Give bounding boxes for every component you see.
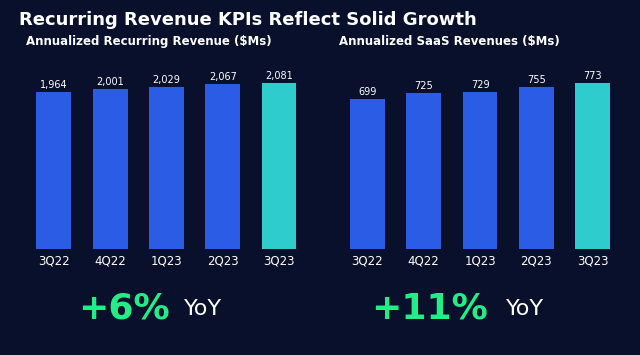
Text: 773: 773: [583, 71, 602, 81]
Text: 2,067: 2,067: [209, 72, 237, 82]
Text: 699: 699: [358, 87, 376, 97]
Bar: [575, 83, 610, 248]
Bar: [463, 92, 497, 248]
Text: YoY: YoY: [506, 299, 544, 319]
Text: Annualized Recurring Revenue ($Ms): Annualized Recurring Revenue ($Ms): [26, 35, 271, 48]
Bar: [519, 87, 554, 248]
Text: +6%: +6%: [78, 292, 170, 326]
Text: 729: 729: [470, 81, 490, 91]
Text: +11%: +11%: [371, 292, 488, 326]
Bar: [36, 92, 71, 248]
Text: 1,964: 1,964: [40, 80, 68, 91]
Text: 2,029: 2,029: [152, 75, 180, 85]
Text: Recurring Revenue KPIs Reflect Solid Growth: Recurring Revenue KPIs Reflect Solid Gro…: [19, 11, 477, 29]
Text: 725: 725: [414, 81, 433, 91]
Bar: [149, 87, 184, 248]
Bar: [93, 89, 127, 248]
Text: 2,001: 2,001: [96, 77, 124, 87]
Text: 755: 755: [527, 75, 546, 85]
Bar: [205, 84, 240, 248]
Text: 2,081: 2,081: [265, 71, 293, 81]
Text: YoY: YoY: [184, 299, 222, 319]
Bar: [350, 99, 385, 248]
Bar: [262, 83, 296, 248]
Text: Annualized SaaS Revenues ($Ms): Annualized SaaS Revenues ($Ms): [339, 35, 560, 48]
Bar: [406, 93, 441, 248]
